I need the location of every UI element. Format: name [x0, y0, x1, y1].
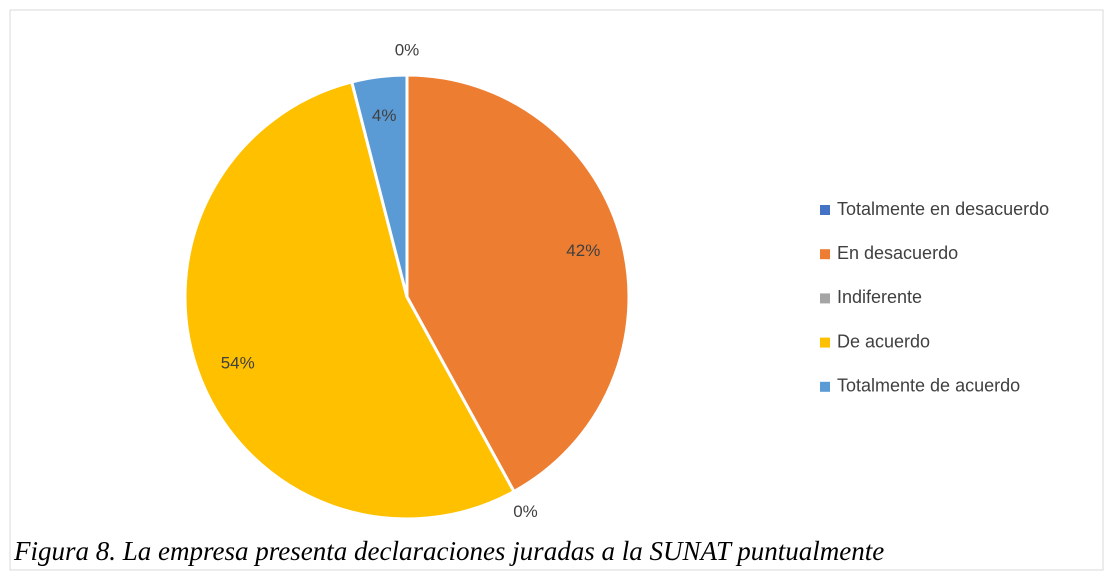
legend-label: En desacuerdo: [837, 243, 958, 263]
pie-slice: [405, 73, 631, 494]
legend-label: De acuerdo: [837, 331, 930, 351]
legend-label: Indiferente: [837, 287, 922, 307]
legend-swatch: [820, 381, 830, 392]
data-label: 54%: [221, 353, 255, 372]
legend-swatch: [820, 337, 830, 348]
pie-slice: [349, 73, 409, 298]
data-label: 4%: [372, 106, 397, 125]
legend-swatch: [820, 249, 830, 260]
pie-slice: [183, 80, 516, 521]
legend-label: Totalmente en desacuerdo: [837, 199, 1049, 219]
data-label: 0%: [513, 502, 538, 521]
legend-swatch: [820, 205, 830, 215]
data-label: 42%: [566, 241, 600, 260]
legend-label: Totalmente de acuerdo: [837, 376, 1020, 396]
data-label: 0%: [395, 40, 420, 59]
legend-swatch: [820, 293, 830, 304]
caption: Figura 8. La empresa presenta declaracio…: [13, 536, 884, 566]
